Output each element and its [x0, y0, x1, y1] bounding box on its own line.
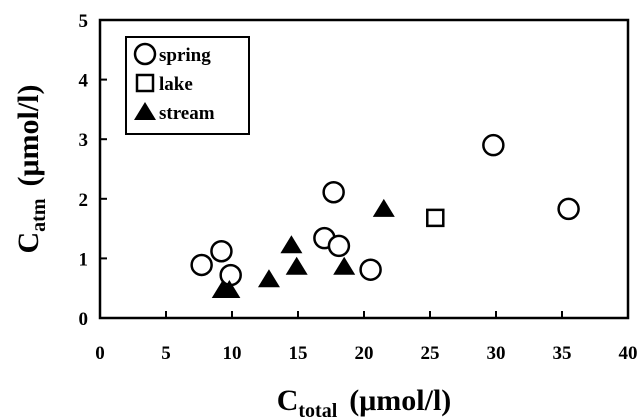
x-tick-label: 5	[161, 343, 171, 364]
point	[280, 235, 303, 254]
legend-label: spring	[159, 45, 211, 66]
point	[426, 208, 445, 228]
point	[359, 258, 382, 281]
y-tick-label: 5	[79, 11, 89, 32]
point	[218, 279, 241, 298]
xlabel-label: Ctotal (μmol/l)	[277, 384, 452, 418]
x-tick-label: 30	[487, 343, 506, 364]
point	[285, 256, 308, 275]
legend-label: lake	[159, 74, 193, 95]
ylabel-sub: atm	[28, 198, 50, 232]
x-tick-label: 20	[355, 343, 374, 364]
y-tick-label: 3	[79, 130, 89, 151]
xlabel-sub: total	[298, 400, 337, 418]
point	[557, 197, 580, 221]
point	[322, 180, 345, 204]
xlabel-unit: (μmol/l)	[349, 384, 451, 417]
point	[327, 234, 351, 258]
ylabel-main: C	[12, 232, 45, 254]
x-tick-label: 10	[223, 343, 242, 364]
legend-marker	[135, 73, 155, 93]
legend-marker	[133, 42, 157, 66]
y-tick-label: 4	[79, 71, 89, 92]
x-tick-label: 15	[289, 343, 308, 364]
x-tick-label: 0	[95, 343, 105, 364]
ylabel-unit: (μmol/l)	[12, 85, 45, 187]
point	[257, 269, 280, 288]
legend-label: stream	[159, 103, 215, 124]
point	[210, 239, 233, 263]
point	[372, 198, 395, 217]
x-tick-label: 35	[553, 343, 572, 364]
legend-marker	[134, 102, 156, 120]
x-tick-label: 40	[619, 343, 638, 364]
y-tick-label: 0	[79, 309, 89, 330]
point	[482, 133, 505, 157]
y-tick-label: 2	[79, 190, 89, 211]
xlabel-main: C	[277, 384, 299, 417]
ylabel-label: Catm (μmol/l)	[12, 85, 50, 254]
point	[333, 256, 356, 275]
y-tick-label: 1	[79, 249, 89, 270]
x-tick-label: 25	[421, 343, 440, 364]
point	[190, 253, 213, 277]
